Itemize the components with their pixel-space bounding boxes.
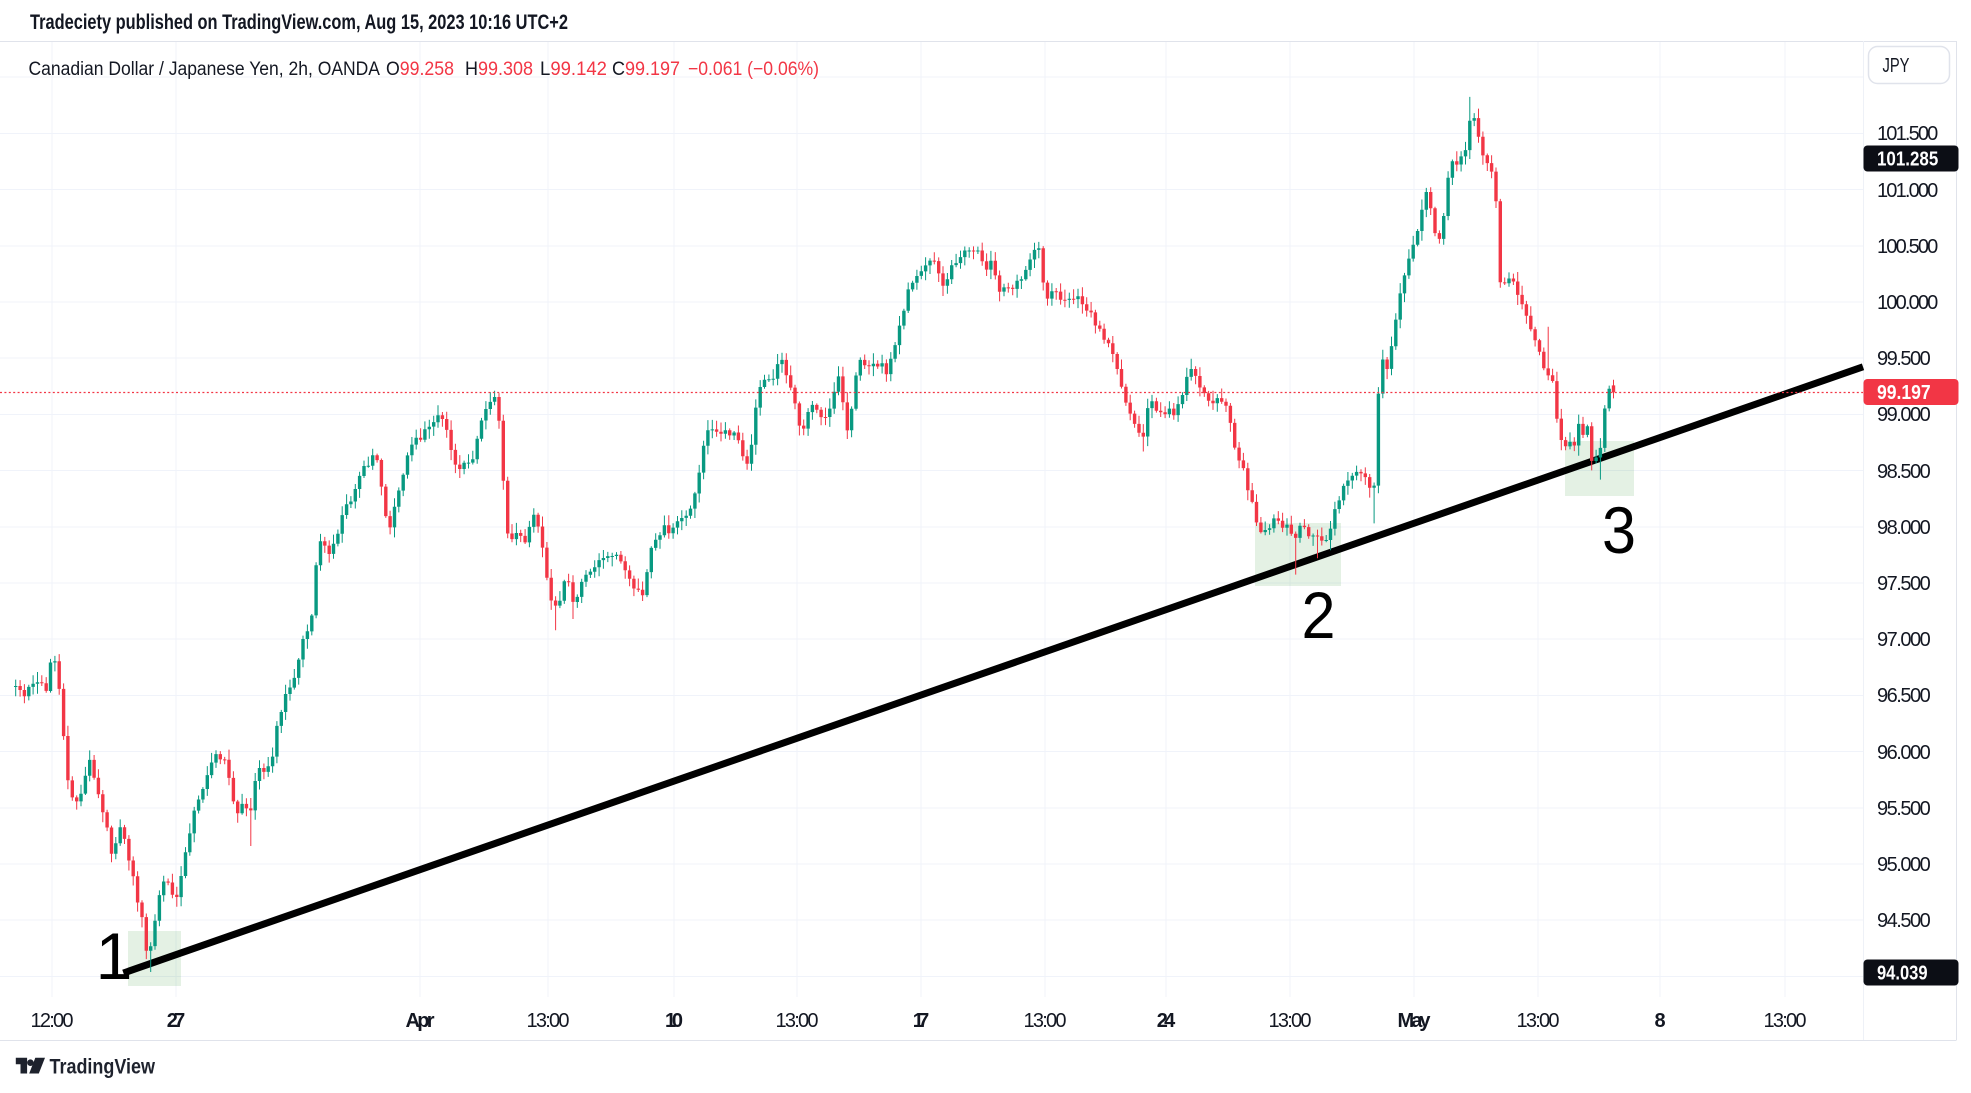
- svg-text:94.039: 94.039: [1877, 963, 1928, 985]
- svg-text:99.000: 99.000: [1877, 404, 1931, 426]
- svg-text:L99.142: L99.142: [540, 59, 607, 80]
- svg-text:98.000: 98.000: [1877, 517, 1931, 539]
- svg-text:H99.308: H99.308: [465, 59, 533, 80]
- svg-text:97.500: 97.500: [1877, 573, 1931, 595]
- svg-text:13:00: 13:00: [1269, 1010, 1312, 1032]
- svg-text:JPY: JPY: [1883, 55, 1910, 77]
- svg-text:3: 3: [1602, 493, 1636, 567]
- svg-text:100.000: 100.000: [1877, 292, 1938, 314]
- svg-text:Canadian Dollar / Japanese Yen: Canadian Dollar / Japanese Yen, 2h, OAND…: [29, 59, 381, 80]
- svg-text:101.000: 101.000: [1877, 180, 1938, 202]
- svg-text:101.500: 101.500: [1877, 123, 1938, 145]
- svg-text:13:00: 13:00: [1024, 1010, 1067, 1032]
- svg-text:13:00: 13:00: [1517, 1010, 1560, 1032]
- svg-text:−0.061 (−0.06%): −0.061 (−0.06%): [688, 59, 819, 80]
- svg-text:Tradeciety published on Tradin: Tradeciety published on TradingView.com,…: [30, 11, 568, 34]
- svg-text:Apr: Apr: [406, 1010, 435, 1032]
- svg-text:C99.197: C99.197: [612, 59, 680, 80]
- svg-text:O99.258: O99.258: [386, 59, 454, 80]
- svg-text:101.285: 101.285: [1877, 149, 1938, 171]
- svg-text:99.500: 99.500: [1877, 348, 1931, 370]
- svg-text:94.500: 94.500: [1877, 910, 1931, 932]
- svg-text:May: May: [1398, 1010, 1432, 1032]
- svg-text:99.197: 99.197: [1877, 382, 1931, 404]
- svg-text:95.500: 95.500: [1877, 798, 1931, 820]
- svg-text:24: 24: [1157, 1010, 1176, 1032]
- svg-text:95.000: 95.000: [1877, 854, 1931, 876]
- svg-text:98.500: 98.500: [1877, 461, 1931, 483]
- svg-text:100.500: 100.500: [1877, 236, 1938, 258]
- svg-text:12:00: 12:00: [31, 1010, 74, 1032]
- svg-text:13:00: 13:00: [1764, 1010, 1807, 1032]
- svg-text:96.500: 96.500: [1877, 685, 1931, 707]
- svg-text:27: 27: [167, 1010, 186, 1032]
- svg-text:1: 1: [96, 919, 133, 993]
- svg-text:13:00: 13:00: [776, 1010, 819, 1032]
- svg-text:10: 10: [665, 1010, 683, 1032]
- svg-text:13:00: 13:00: [527, 1010, 570, 1032]
- svg-text:97.000: 97.000: [1877, 629, 1931, 651]
- svg-text:8: 8: [1654, 1010, 1665, 1032]
- svg-text:2: 2: [1302, 578, 1336, 652]
- svg-text:TradingView: TradingView: [50, 1056, 156, 1079]
- svg-text:17: 17: [913, 1010, 930, 1032]
- svg-text:96.000: 96.000: [1877, 742, 1931, 764]
